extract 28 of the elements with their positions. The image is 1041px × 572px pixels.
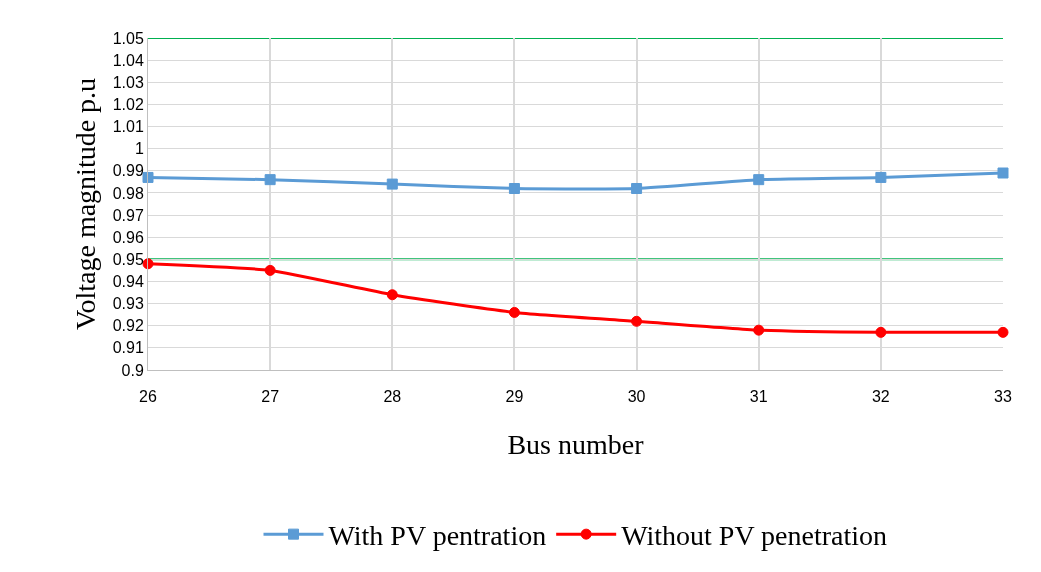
legend-label: With PV pentration (328, 520, 547, 552)
x-tick-label: 29 (505, 388, 524, 406)
y-tick-label: 0.96 (112, 228, 144, 246)
x-tick-label: 31 (749, 388, 768, 406)
y-axis-title: Voltage magnitude p.u (70, 77, 102, 331)
x-tick-label: 26 (139, 388, 157, 406)
x-tick-label: 33 (994, 388, 1012, 406)
x-tick-label: 27 (261, 388, 280, 406)
x-tick-label: 28 (383, 388, 402, 406)
y-tick-label: 0.92 (112, 317, 144, 335)
y-tick-label: 1 (134, 140, 144, 158)
y-tick-label: 1.05 (112, 29, 144, 47)
x-axis-title: Bus number (507, 429, 645, 461)
y-tick-label: 1.04 (112, 51, 144, 69)
x-tick-label: 32 (871, 388, 890, 406)
y-tick-label: 0.91 (112, 339, 144, 357)
y-tick-label: 0.9 (121, 361, 144, 379)
y-tick-label: 0.94 (112, 273, 144, 291)
y-tick-label: 1.03 (112, 73, 144, 91)
legend-label: Without PV penetration (621, 520, 888, 552)
y-tick-label: 1.01 (112, 118, 144, 136)
y-tick-label: 0.99 (112, 162, 144, 180)
y-tick-label: 0.95 (112, 250, 144, 268)
x-tick-label: 30 (627, 388, 646, 406)
y-tick-label: 0.98 (112, 184, 144, 202)
y-tick-label: 0.97 (112, 206, 144, 224)
y-tick-label: 1.02 (112, 96, 144, 113)
y-tick-label: 0.93 (112, 295, 144, 313)
